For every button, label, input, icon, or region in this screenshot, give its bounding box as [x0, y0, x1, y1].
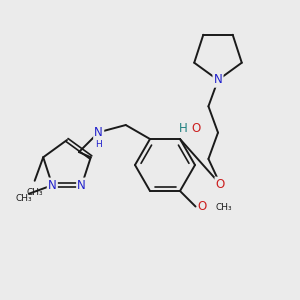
Text: CH₃: CH₃	[216, 203, 232, 212]
Text: CH₃: CH₃	[26, 188, 43, 197]
Text: H: H	[178, 122, 188, 135]
Text: N: N	[214, 74, 222, 86]
Text: CH₃: CH₃	[16, 194, 32, 203]
Text: O: O	[197, 200, 206, 213]
Text: O: O	[216, 178, 225, 191]
Text: O: O	[191, 122, 201, 135]
Text: N: N	[94, 126, 103, 139]
Text: N: N	[77, 179, 86, 192]
Text: N: N	[48, 179, 57, 192]
Text: H: H	[95, 140, 102, 149]
